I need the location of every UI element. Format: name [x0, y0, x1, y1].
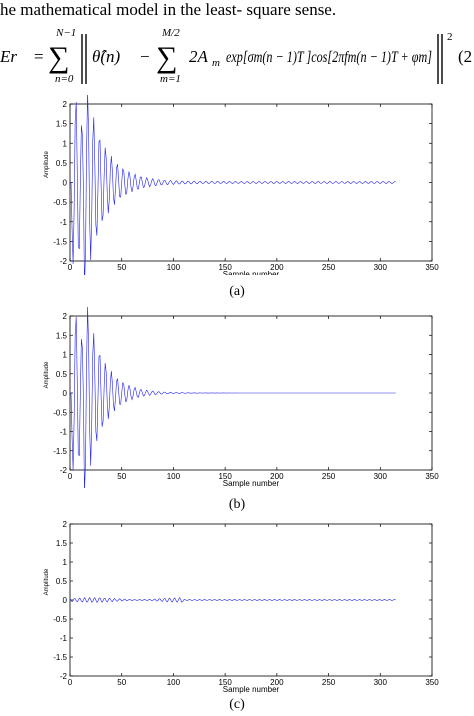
- x-tick-label: 50: [117, 263, 126, 272]
- x-tick-label: 0: [68, 472, 73, 481]
- x-tick-label: 250: [322, 472, 336, 481]
- eq-body: exp[σm(n − 1)T ]cos[2πfm(n − 1)T + φm]: [226, 49, 432, 66]
- x-axis-label: Sample number: [223, 270, 280, 275]
- y-tick-label: 1.5: [56, 331, 68, 340]
- y-axis-label: Amplitude: [44, 151, 50, 178]
- eq-term-sub: m: [212, 57, 220, 69]
- x-tick-label: 150: [218, 678, 232, 687]
- x-tick-label: 100: [167, 678, 181, 687]
- y-tick-label: -2: [60, 672, 68, 681]
- eq-number: (2: [458, 47, 472, 66]
- y-tick-label: 2: [63, 520, 68, 529]
- x-tick-label: 0: [68, 678, 73, 687]
- y-tick-label: -0.5: [53, 198, 67, 207]
- x-tick-label: 250: [322, 678, 336, 687]
- series-line: [70, 306, 396, 493]
- y-tick-label: 0: [63, 596, 68, 605]
- x-tick-label: 0: [68, 263, 73, 272]
- eq-exponent: 2: [447, 31, 453, 43]
- svg-text:=: =: [34, 47, 44, 66]
- x-tick-label: 100: [167, 472, 181, 481]
- x-tick-label: 150: [218, 263, 232, 272]
- y-tick-label: -2: [60, 257, 68, 266]
- x-axis-label: Sample number: [223, 479, 280, 488]
- x-tick-label: 350: [425, 678, 439, 687]
- x-tick-label: 350: [425, 263, 439, 272]
- series-line: [70, 92, 396, 286]
- y-tick-label: 1: [63, 139, 68, 148]
- y-tick-label: 0.5: [56, 370, 68, 379]
- equation: Er = ∑ N−1 n=0 θ̂(n) − ∑ M/2 m=1 2A m ex…: [0, 20, 474, 100]
- x-tick-label: 300: [374, 678, 388, 687]
- chart-a: 21.510.50-0.5-1-1.5-20 50 100 150 200 250 300 3…: [44, 92, 439, 286]
- chart-c: 21.510.50-0.5-1-1.5-20 50 100 150 200 250 300 3…: [44, 520, 439, 694]
- y-tick-label: -1.5: [53, 653, 67, 662]
- y-tick-label: 0: [63, 179, 68, 188]
- y-tick-label: -1.5: [53, 447, 67, 456]
- figure-a: 2 1.5 1 0.5 0 -0.5 -1 -1.5 -2 0 50 100 150 200 250 300 3…: [0, 92, 474, 286]
- plot-frame: [69, 103, 433, 262]
- y-tick-label: 1: [63, 558, 68, 567]
- y-tick-label: -0.5: [53, 408, 67, 417]
- y-tick-label: -1.5: [53, 237, 67, 246]
- y-tick-label: -1: [60, 428, 68, 437]
- svg-text:−: −: [140, 47, 150, 66]
- y-tick-label: 2: [63, 100, 68, 109]
- caption-c: (c): [229, 697, 245, 712]
- y-tick-label: 0: [63, 389, 68, 398]
- x-tick-label: 350: [425, 472, 439, 481]
- x-tick-label: 300: [374, 472, 388, 481]
- y-tick-label: 0.5: [56, 577, 68, 586]
- caption-b: (b): [228, 497, 246, 512]
- caption-a: (a): [229, 284, 245, 299]
- eq-lhs: Er: [0, 47, 17, 66]
- eq-theta: θ̂(n): [92, 47, 121, 66]
- eq-inner-lower: m=1: [160, 73, 181, 85]
- intro-text: he mathematical model in the least- squa…: [0, 0, 337, 19]
- y-tick-label: -0.5: [53, 615, 67, 624]
- y-tick-label: 2: [63, 312, 68, 321]
- x-tick-label: 300: [374, 263, 388, 272]
- x-tick-label: 200: [270, 678, 284, 687]
- eq-outer-upper: N−1: [55, 27, 76, 39]
- figure-b: 2 1.5 1 0.5 0 -0.5 -1 -1.5 -2 0 50 100 150 200 250 300 3…: [0, 305, 474, 493]
- figure-c: 2 1.5 1 0.5 0 -0.5 -1 -1.5 -2 0 50 100 150 200 250 300 3…: [0, 512, 474, 697]
- x-tick-label: 100: [167, 263, 181, 272]
- y-axis-label: Amplitude: [44, 568, 50, 595]
- y-axis-label: Amplitude: [44, 361, 50, 388]
- y-tick-label: 1: [63, 351, 68, 360]
- series-line: [69, 596, 396, 603]
- x-tick-label: 200: [270, 472, 284, 481]
- eq-outer-lower: n=0: [55, 73, 74, 85]
- y-tick-label: 0.5: [56, 159, 68, 168]
- svg-text:∑: ∑: [156, 41, 177, 74]
- y-tick-label: -2: [60, 466, 68, 475]
- eq-term: 2A: [189, 47, 209, 66]
- eq-inner-upper: M/2: [161, 27, 180, 39]
- y-tick-label: 1.5: [56, 120, 68, 129]
- x-axis-label: Sample number: [223, 685, 280, 694]
- x-tick-label: 150: [218, 472, 232, 481]
- y-tick-label: 1.5: [56, 539, 68, 548]
- x-tick-label: 50: [117, 472, 126, 481]
- chart-b: 21.510.50-0.5-1-1.5-20 50 100 150 200 250 300 3…: [44, 306, 439, 493]
- y-tick-label: -1: [60, 634, 68, 643]
- y-tick-label: -1: [60, 218, 68, 227]
- x-tick-label: 50: [117, 678, 126, 687]
- x-tick-label: 250: [322, 263, 336, 272]
- x-tick-label: 200: [270, 263, 284, 272]
- svg-text:∑: ∑: [48, 41, 69, 74]
